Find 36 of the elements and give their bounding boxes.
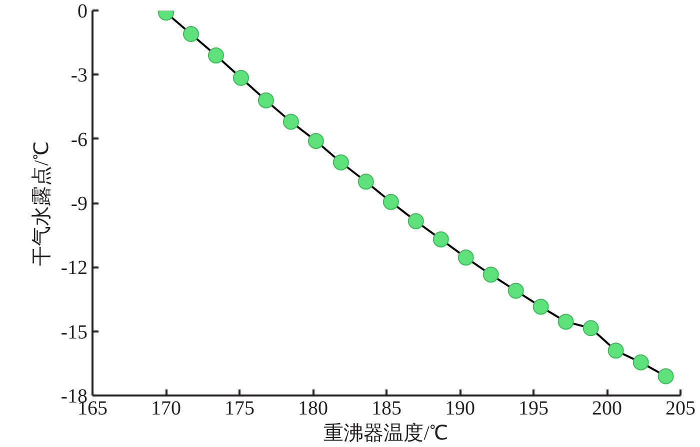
point	[258, 92, 274, 108]
x-tick-label: 190	[445, 398, 475, 420]
y-axis-title: 干气水露点/℃	[30, 142, 53, 266]
point	[282, 114, 299, 130]
y-tick-label: -9	[70, 193, 88, 215]
x-tick-label: 175	[224, 398, 254, 420]
x-tick-label: 205	[666, 398, 696, 420]
y-tick-label: 0	[78, 0, 88, 22]
point	[482, 266, 499, 283]
y-tick-label: -6	[70, 128, 88, 151]
point	[458, 250, 474, 266]
x-tick-label: 200	[592, 398, 622, 420]
point	[508, 282, 524, 299]
x-tick-label: 170	[151, 398, 181, 420]
x-tick-label: 185	[372, 398, 402, 420]
y-tick-label: -3	[70, 64, 88, 87]
y-tick-label: -12	[60, 257, 88, 280]
point	[658, 368, 674, 384]
point	[382, 194, 399, 210]
point	[308, 132, 324, 149]
y-tick-label: -15	[60, 321, 88, 344]
x-tick-label: 195	[518, 398, 548, 420]
point	[532, 298, 549, 315]
point	[582, 320, 599, 336]
x-tick-label: 180	[298, 398, 328, 420]
point	[182, 26, 199, 42]
point	[332, 154, 349, 170]
point	[608, 342, 624, 359]
point	[408, 213, 424, 230]
point	[558, 314, 574, 330]
point	[358, 174, 374, 190]
point	[432, 231, 449, 248]
point	[232, 70, 249, 86]
point	[208, 47, 224, 64]
x-axis-title: 重沸器温度/℃	[324, 422, 448, 444]
point	[632, 354, 649, 370]
